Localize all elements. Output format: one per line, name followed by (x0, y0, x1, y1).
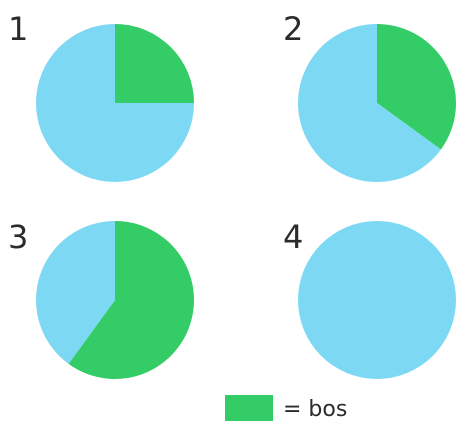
legend-label: = bos (283, 397, 347, 422)
legend-swatch-bos (225, 395, 273, 421)
panel-number-3: 3 (8, 218, 28, 256)
pie-1-slice-rest (36, 24, 194, 182)
pie-1-slice-bos (115, 24, 194, 103)
legend: = bos (225, 395, 347, 422)
pie-chart-4 (298, 221, 456, 379)
pie-2-slice-rest (298, 24, 441, 183)
panel-number-2: 2 (283, 10, 303, 48)
pie-4-slice-rest (298, 221, 456, 379)
pie-chart-3 (35, 221, 194, 379)
pie-chart-2 (298, 24, 457, 183)
pie-2-slice-bos (377, 24, 457, 150)
pie-3-slice-rest (35, 221, 115, 364)
panel-number-1: 1 (8, 10, 28, 48)
panel-number-4: 4 (283, 218, 303, 256)
pie-3-slice-bos (68, 221, 194, 379)
pie-chart-1 (36, 24, 194, 182)
